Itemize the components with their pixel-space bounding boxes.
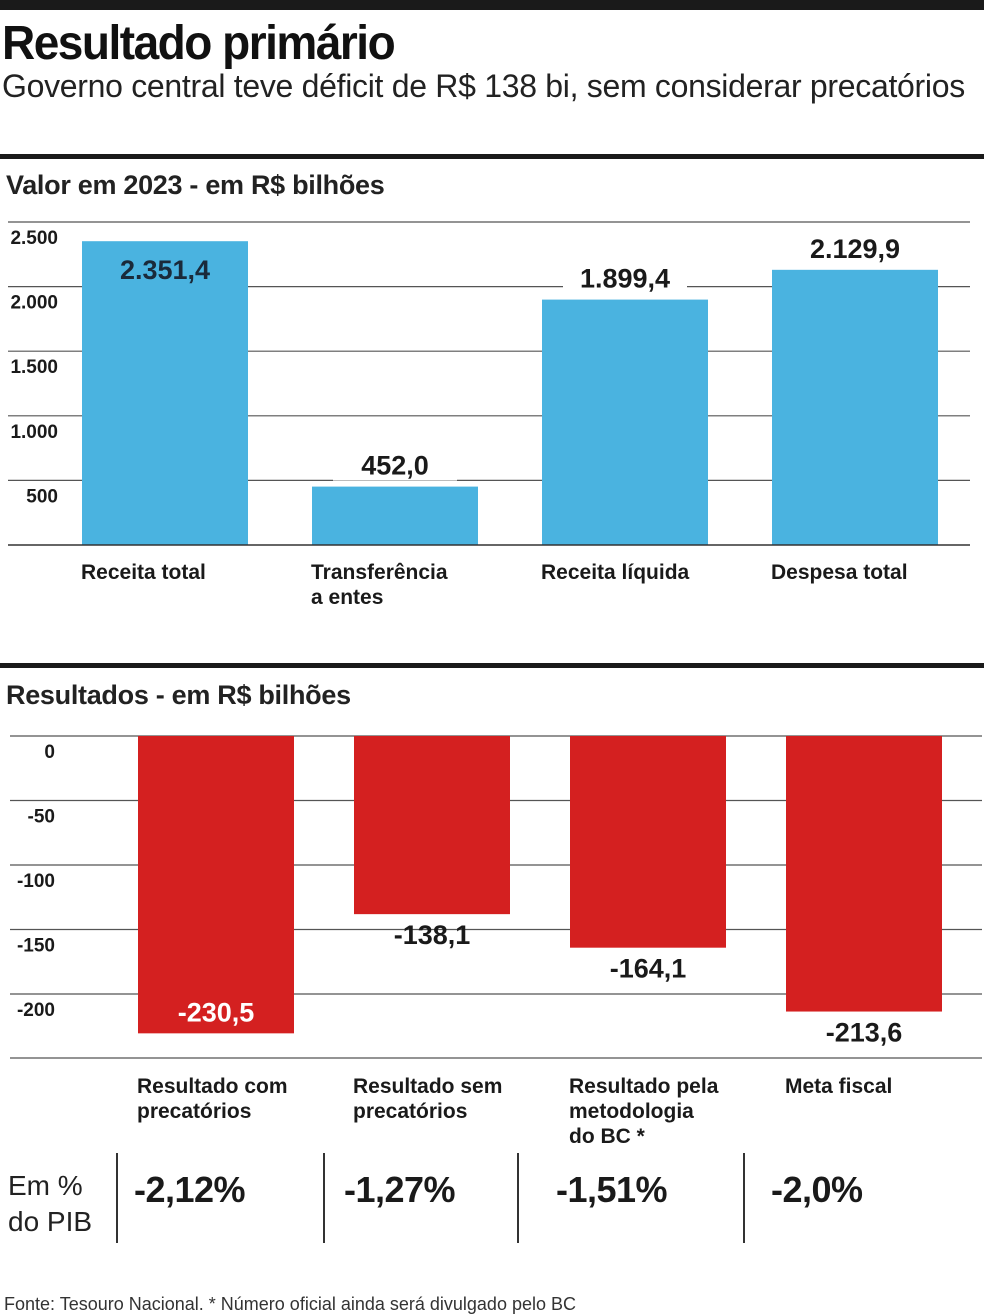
category-label: Resultado pela — [569, 1075, 719, 1098]
pib-separator — [743, 1153, 745, 1243]
category-label: Meta fiscal — [785, 1075, 892, 1098]
y-tick-label: 2.500 — [10, 228, 58, 249]
pib-separator — [116, 1153, 118, 1243]
y-tick-label: 0 — [44, 742, 55, 763]
bar — [542, 299, 708, 545]
y-tick-label: 2.000 — [10, 293, 58, 314]
bar-value-label: -213,6 — [826, 1018, 903, 1048]
y-tick-label: -200 — [17, 1000, 55, 1021]
bar — [354, 736, 510, 915]
value-label-bg — [563, 259, 687, 294]
category-label: Resultado com — [137, 1075, 288, 1098]
page-subtitle: Governo central teve déficit de R$ 138 b… — [2, 68, 965, 104]
pib-label-line: Em % — [8, 1170, 83, 1201]
bar-value-label: -230,5 — [178, 997, 255, 1027]
y-tick-label: 500 — [26, 486, 58, 507]
bar — [786, 736, 942, 1012]
section-rule-results — [0, 663, 984, 668]
value-label-bg — [333, 446, 457, 481]
section-rule-top — [0, 154, 984, 159]
bar — [772, 269, 938, 545]
top-bar — [0, 0, 984, 10]
pib-value-meta-fiscal: -2,0% — [771, 1169, 863, 1210]
category-label: Receita líquida — [541, 561, 690, 584]
bar-value-label: 1.899,4 — [580, 264, 670, 294]
category-label: do BC * — [569, 1125, 646, 1148]
y-tick-label: -50 — [28, 807, 55, 828]
bar — [82, 241, 248, 545]
category-label: Resultado sem — [353, 1075, 502, 1098]
bar — [570, 736, 726, 948]
bar-value-label: -164,1 — [610, 954, 687, 984]
y-tick-label: 1.500 — [10, 357, 58, 378]
bar-value-label: -138,1 — [394, 920, 471, 950]
value-label-bg — [793, 229, 917, 264]
bar — [138, 736, 294, 1034]
category-label: Transferência — [311, 561, 448, 584]
category-label: a entes — [311, 586, 383, 609]
chart1-title: Valor em 2023 - em R$ bilhões — [6, 170, 385, 200]
page-title: Resultado primário — [2, 14, 396, 70]
pib-separator — [517, 1153, 519, 1243]
category-label: metodologia — [569, 1100, 694, 1123]
pib-separator — [323, 1153, 325, 1243]
pib-label: Em % do PIB — [8, 1168, 92, 1240]
y-tick-label: -100 — [17, 871, 55, 892]
pib-value-com-precatorios: -2,12% — [134, 1169, 246, 1210]
pib-value-sem-precatorios: -1,27% — [344, 1169, 456, 1210]
chart2-title: Resultados - em R$ bilhões — [6, 680, 351, 710]
source-footnote: Fonte: Tesouro Nacional. * Número oficia… — [4, 1294, 576, 1314]
chart-values-2023: 500 1.000 1.500 2.000 2.500 2.351,4 Receita to… — [8, 221, 970, 609]
bar-value-label: 452,0 — [361, 451, 429, 481]
category-label: precatórios — [137, 1100, 251, 1123]
bar-value-label: 2.129,9 — [810, 234, 900, 264]
pib-value-metodologia-bc: -1,51% — [556, 1169, 668, 1210]
bar-value-label: 2.351,4 — [120, 255, 210, 285]
pib-label-line: do PIB — [8, 1206, 93, 1237]
y-tick-label: 1.000 — [10, 422, 58, 443]
category-label: Despesa total — [771, 561, 908, 584]
bar — [312, 486, 478, 545]
y-tick-label: -150 — [17, 936, 55, 957]
category-label: Receita total — [81, 561, 206, 584]
category-label: precatórios — [353, 1100, 467, 1123]
